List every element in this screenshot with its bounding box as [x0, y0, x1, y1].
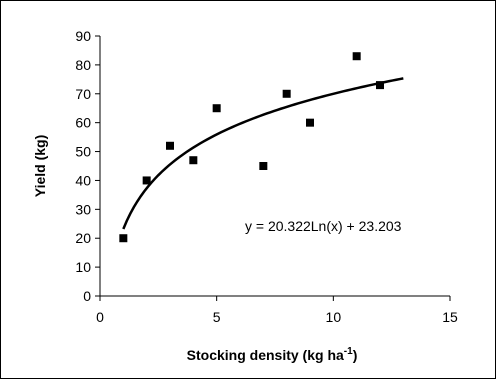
y-tick-label: 0	[83, 288, 91, 304]
y-tick-label: 60	[75, 115, 91, 131]
data-point	[119, 234, 128, 243]
y-tick-label: 20	[75, 230, 91, 246]
data-points	[119, 52, 384, 243]
data-point	[306, 118, 314, 127]
data-point	[282, 89, 291, 98]
y-tick-label: 40	[75, 172, 91, 188]
trendline-equation: y = 20.322Ln(x) + 23.203	[245, 218, 402, 234]
data-point	[212, 104, 221, 113]
y-tick-label: 30	[75, 201, 91, 217]
data-point	[376, 81, 384, 90]
x-axis-title-text: Stocking density (kg ha	[187, 347, 344, 363]
x-tick-label: 15	[442, 309, 458, 325]
y-ticks: 0 10 20 30 40 50 60 70 80 90	[75, 28, 100, 304]
x-ticks: 0 5 10 15	[96, 296, 458, 325]
y-tick-label: 70	[75, 86, 91, 102]
y-tick-label: 10	[75, 259, 91, 275]
x-axis-title-sup: -1	[344, 346, 353, 357]
data-point	[166, 141, 174, 150]
x-tick-label: 0	[96, 309, 104, 325]
y-axis-title: Yield (kg)	[32, 135, 48, 198]
data-point	[189, 156, 198, 165]
x-axis-title-tail: )	[353, 347, 358, 363]
y-tick-label: 90	[75, 28, 91, 44]
x-tick-label: 5	[213, 309, 221, 325]
trendline	[122, 77, 404, 230]
data-point	[142, 176, 151, 185]
data-point	[259, 162, 268, 170]
x-tick-label: 10	[326, 309, 342, 325]
axes	[99, 36, 450, 297]
data-point	[352, 52, 361, 61]
y-tick-label: 80	[75, 57, 91, 73]
y-tick-label: 50	[75, 144, 91, 160]
x-axis-title: Stocking density (kg ha-1)	[187, 346, 358, 363]
